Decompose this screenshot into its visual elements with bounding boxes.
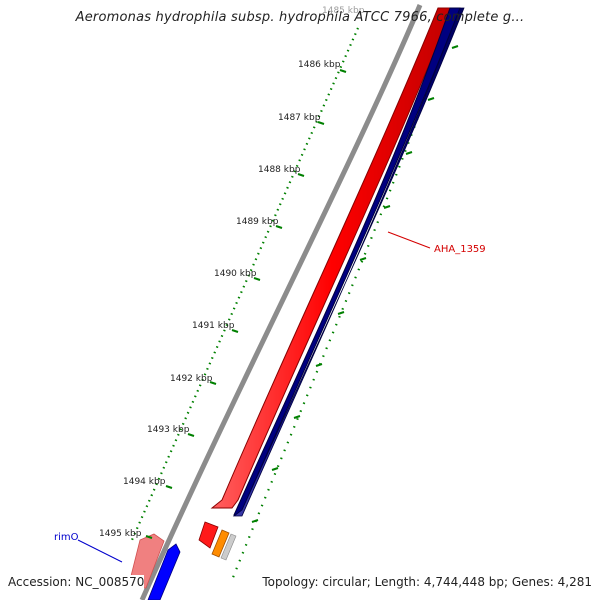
reverse-strand-gene-band: [233, 7, 461, 516]
topology-text: Topology: circular; Length: 4,744,448 bp…: [262, 575, 592, 589]
inner-tick-marks: [251, 45, 459, 523]
tick-label-1490: 1490 kbp: [214, 269, 257, 279]
aha-1359-leader-line: [387, 231, 431, 249]
tick-label-1494: 1494 kbp: [123, 477, 166, 487]
small-orange-gene: [211, 529, 230, 558]
tick-label-1495: 1495 kbp: [99, 529, 142, 539]
tick-label-1488: 1488 kbp: [258, 165, 301, 175]
rimO-leader-line: [77, 539, 123, 563]
small-grey-gene: [220, 533, 237, 561]
tick-label-1486: 1486 kbp: [298, 60, 341, 70]
outer-tick-marks: [145, 69, 347, 539]
tick-label-1487: 1487 kbp: [278, 113, 321, 123]
accession-text: Accession: NC_008570: [8, 575, 145, 589]
aha-1359-gene-band: [210, 7, 453, 509]
aha-1359-label[interactable]: AHA_1359: [434, 244, 486, 255]
tick-label-1489: 1489 kbp: [236, 217, 279, 227]
genome-backbone: [139, 4, 423, 600]
reverse-strand-gene-edge: [232, 7, 465, 517]
map-title: Aeromonas hydrophila subsp. hydrophila A…: [75, 10, 525, 25]
rimO-blue-gene: [147, 543, 181, 600]
rimO-label[interactable]: rimO: [54, 532, 79, 543]
small-red-gene: [198, 521, 219, 549]
tick-labels: 1486 kbp 1487 kbp 1488 kbp 1489 kbp 1490…: [99, 60, 341, 539]
tick-label-1493: 1493 kbp: [147, 425, 190, 435]
tick-label-1492: 1492 kbp: [170, 374, 213, 384]
tick-label-1491: 1491 kbp: [192, 321, 235, 331]
tick-label-1485: 1485 kbp: [322, 6, 365, 16]
